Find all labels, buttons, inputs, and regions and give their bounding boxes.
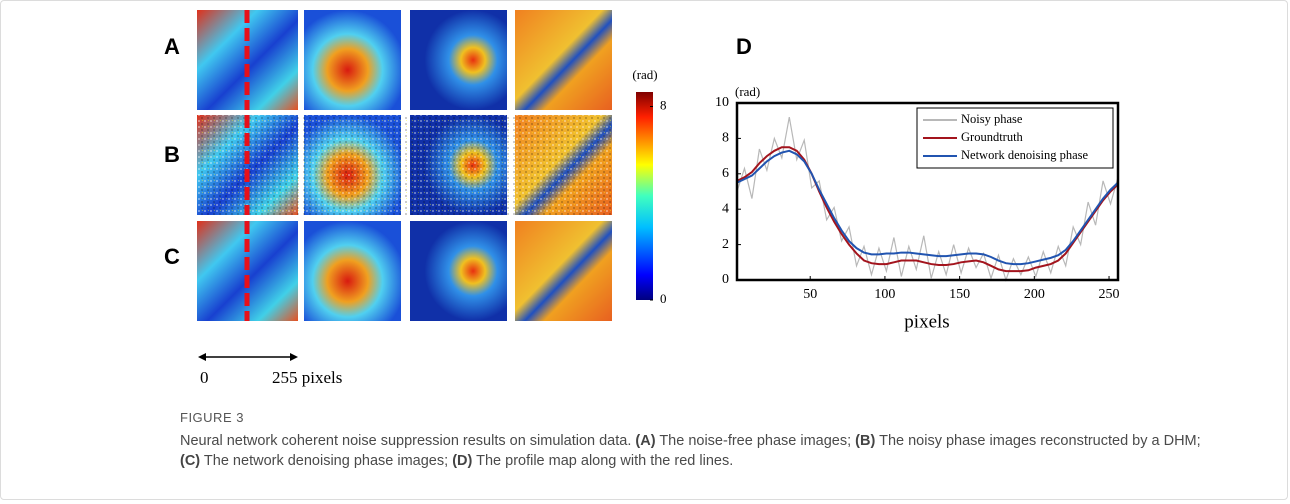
y-tick-label: 10 <box>715 95 729 110</box>
legend-label: Groundtruth <box>961 130 1024 144</box>
x-tick-label: 100 <box>874 287 895 302</box>
plot-frame <box>735 101 1120 282</box>
data-line <box>736 146 1119 273</box>
panel-label: A <box>164 34 180 59</box>
image-grid <box>197 10 612 321</box>
y-tick-label: 0 <box>722 272 729 287</box>
caption-item-label: (A) <box>635 433 656 449</box>
y-axis-label: (rad) <box>735 84 760 99</box>
y-tick-label: 2 <box>722 237 729 252</box>
panel-label: B <box>164 142 180 167</box>
x-tick-label: 150 <box>949 287 970 302</box>
y-tick-label: 6 <box>722 166 729 181</box>
x-tick-label: 200 <box>1024 287 1045 302</box>
caption-item-text: The network denoising phase images; <box>203 453 449 469</box>
caption-intro: Neural network coherent noise suppressio… <box>180 433 632 449</box>
caption-label: FIGURE 3 <box>180 410 244 425</box>
figure: A B C 0 255 pixels (rad) D (rad) pixels … <box>164 10 1120 387</box>
phase-image <box>304 10 401 110</box>
data-line <box>736 149 1119 266</box>
y-tick-label: 4 <box>722 201 729 216</box>
legend-label: Network denoising phase <box>961 148 1089 162</box>
data-line <box>736 117 1119 282</box>
x-axis-label: pixels <box>904 311 949 332</box>
phase-image <box>304 221 401 321</box>
caption-item-label: (C) <box>180 453 201 469</box>
caption-item-label: (D) <box>452 453 473 469</box>
scale-start: 0 <box>200 368 209 387</box>
colorbar-tick-label: 8 <box>660 97 667 112</box>
x-tick-label: 50 <box>803 287 817 302</box>
caption-item-label: (B) <box>855 433 876 449</box>
caption-text: Neural network coherent noise suppressio… <box>180 431 1220 471</box>
panel-label: C <box>164 244 180 269</box>
chart-title: D <box>736 34 752 59</box>
legend-label: Noisy phase <box>961 112 1023 126</box>
caption-item-text: The profile map along with the red lines… <box>476 453 734 469</box>
colorbar <box>636 92 653 300</box>
phase-image <box>515 221 612 321</box>
x-tick-label: 250 <box>1099 287 1120 302</box>
scale-end: 255 pixels <box>272 368 342 387</box>
phase-image <box>410 221 507 321</box>
phase-image <box>515 10 612 110</box>
colorbar-tick-label: 0 <box>660 291 667 306</box>
y-tick-label: 8 <box>722 131 729 146</box>
colorbar-label: (rad) <box>632 67 657 82</box>
caption-item-text: The noise-free phase images; <box>659 433 852 449</box>
caption: FIGURE 3 Neural network coherent noise s… <box>180 410 1220 471</box>
caption-item-text: The noisy phase images reconstructed by … <box>879 433 1201 449</box>
noise-overlay <box>197 115 612 215</box>
phase-image <box>410 10 507 110</box>
